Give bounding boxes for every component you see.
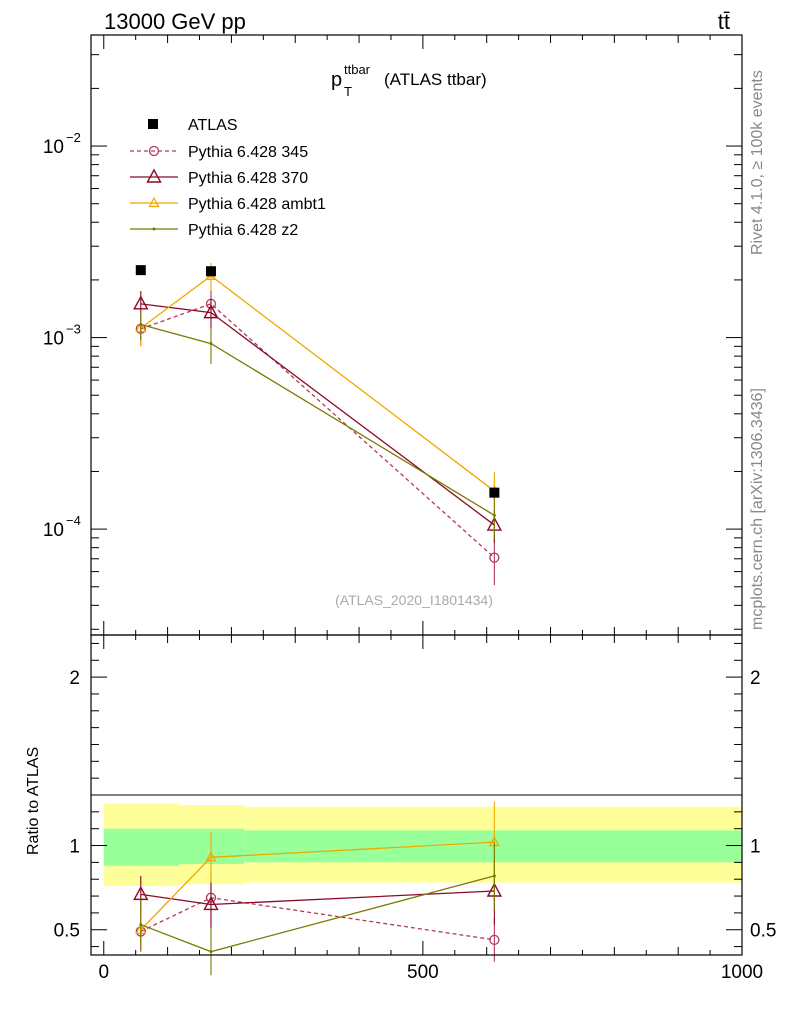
ratio-line-1 (140, 890, 495, 906)
series-line-3 (140, 323, 495, 516)
header-right-label: tt̄ (718, 9, 730, 34)
ratio-point-1-0 (133, 885, 149, 901)
ratio-uncertainty-bands (103, 803, 743, 886)
legend-marker-3 (152, 227, 156, 231)
title-subscript: T (344, 84, 352, 99)
ratio-tick-label-right-0: 0.5 (750, 921, 776, 942)
ratio-point-0-2 (489, 934, 500, 945)
y-tick-label-base-0: 10 (43, 137, 64, 158)
ratio-point-1-1 (203, 896, 219, 911)
title-superscript: ttbar (344, 62, 371, 77)
ratio-point-2-1 (205, 851, 217, 862)
legend-label-3: Pythia 6.428 z2 (188, 222, 298, 239)
ratio-panel-series (133, 801, 503, 976)
band-inner-2 (244, 830, 743, 863)
legend-marker-2 (148, 196, 160, 208)
plot-title: p ttbar T (ATLAS ttbar) (331, 62, 487, 99)
side-text-mcplots: mcplots.cern.ch [arXiv:1306.3436] (749, 388, 766, 630)
header-left-label: 13000 GeV pp (104, 9, 246, 34)
ratio-point-3-1 (209, 950, 213, 954)
band-inner-0 (103, 828, 180, 866)
ratio-tick-label-left-0: 0.5 (54, 921, 80, 942)
atlas-data-points (135, 265, 500, 498)
y-tick-label-base-1: 10 (43, 329, 64, 350)
legend-marker-atlas (148, 119, 158, 129)
ratio-point-3-0 (139, 923, 143, 927)
legend-label-atlas: ATLAS (188, 117, 238, 134)
title-main: p (331, 69, 342, 91)
atlas-point-0 (135, 265, 146, 276)
legend-marker-1 (146, 168, 162, 183)
ratio-y-axis-label: Ratio to ATLAS (25, 747, 42, 855)
point-1-1 (203, 304, 219, 319)
ratio-line-0 (140, 897, 495, 941)
series-line-2 (140, 275, 495, 492)
y-tick-label-exp-2: −4 (66, 513, 81, 528)
y-tick-label-exp-0: −2 (66, 130, 81, 145)
series-line-1 (140, 303, 495, 526)
point-1-0 (133, 295, 149, 310)
point-3-2 (492, 513, 496, 517)
main-panel-series (133, 263, 503, 586)
ratio-tick-label-right-2: 2 (750, 668, 761, 689)
ratio-point-3-2 (492, 874, 496, 878)
legend: ATLAS Pythia 6.428 345 Pythia 6.428 370 Pyt… (130, 117, 326, 239)
title-rest: (ATLAS ttbar) (384, 70, 487, 89)
watermark: (ATLAS_2020_I1801434) (335, 592, 493, 608)
band-inner-1 (179, 828, 245, 865)
point-3-1 (209, 342, 213, 346)
series-line-0 (140, 303, 495, 559)
y-tick-label-exp-1: −3 (66, 322, 81, 337)
atlas-point-1 (205, 266, 216, 277)
legend-label-0: Pythia 6.428 345 (188, 144, 308, 161)
x-tick-label-2: 1000 (721, 962, 763, 983)
legend-label-1: Pythia 6.428 370 (188, 170, 308, 187)
ratio-tick-label-left-1: 1 (69, 837, 80, 858)
x-tick-label-0: 0 (98, 962, 109, 983)
point-0-2 (489, 552, 500, 563)
axis-ticks (91, 35, 743, 955)
ratio-tick-label-left-2: 2 (69, 668, 80, 689)
x-tick-label-1: 500 (407, 962, 439, 983)
legend-label-2: Pythia 6.428 ambt1 (188, 196, 326, 213)
legend-marker-0 (148, 145, 160, 157)
ratio-tick-label-right-1: 1 (750, 837, 761, 858)
side-text-rivet: Rivet 4.1.0, ≥ 100k events (749, 70, 766, 255)
point-3-0 (139, 323, 143, 327)
y-tick-label-base-2: 10 (43, 520, 64, 541)
atlas-point-2 (489, 487, 500, 498)
